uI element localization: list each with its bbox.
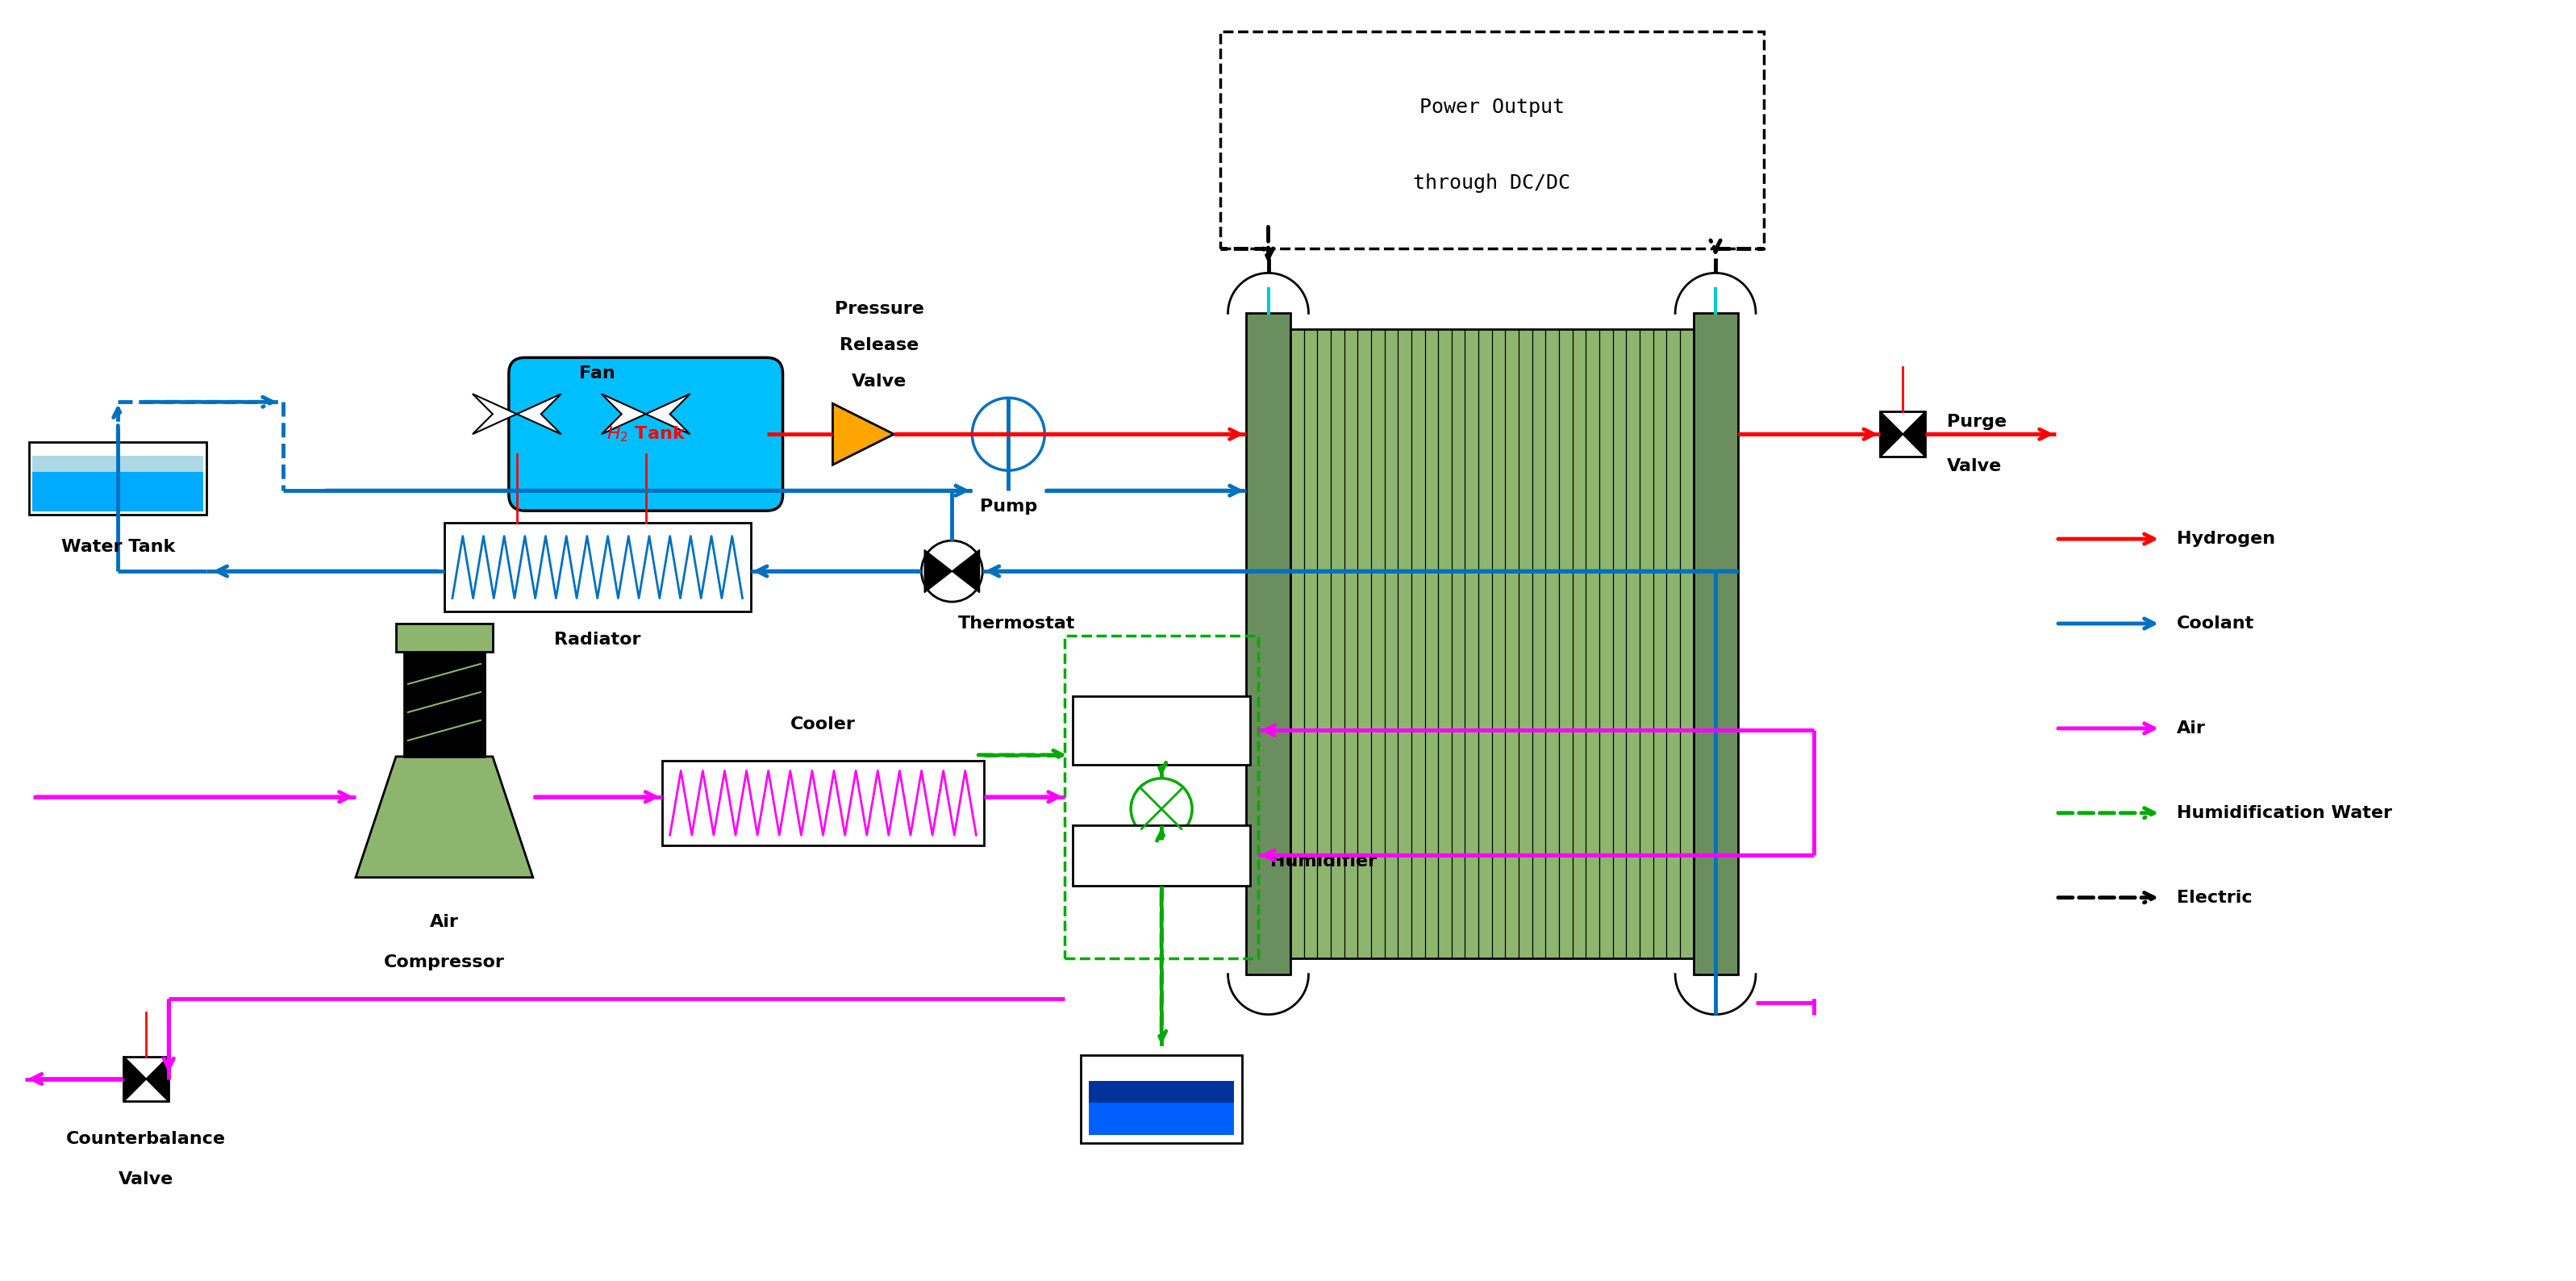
Text: Humidification Water: Humidification Water <box>2177 804 2393 821</box>
Text: Pump: Pump <box>979 498 1038 515</box>
Text: Thermostat: Thermostat <box>958 615 1074 632</box>
Bar <box>1221 31 1765 249</box>
Polygon shape <box>124 1057 147 1102</box>
Text: Valve: Valve <box>1947 459 2002 474</box>
Text: Coolant: Coolant <box>2177 615 2254 632</box>
Bar <box>1247 314 1291 974</box>
Bar <box>404 652 484 757</box>
Bar <box>124 1057 170 1102</box>
Text: Counterbalance: Counterbalance <box>67 1131 227 1148</box>
Polygon shape <box>147 1057 170 1102</box>
Bar <box>1880 411 1924 457</box>
Bar <box>397 624 492 652</box>
Polygon shape <box>147 1057 170 1102</box>
Bar <box>33 471 204 511</box>
Polygon shape <box>518 393 562 434</box>
Polygon shape <box>953 550 979 593</box>
Polygon shape <box>925 550 953 593</box>
Polygon shape <box>647 393 690 434</box>
Bar <box>1072 825 1249 885</box>
Text: Valve: Valve <box>118 1172 173 1187</box>
Bar <box>443 523 750 611</box>
Text: Air: Air <box>2177 720 2205 737</box>
Bar <box>28 442 206 515</box>
Polygon shape <box>355 757 533 877</box>
Text: Air: Air <box>430 913 459 930</box>
Text: Water Tank: Water Tank <box>62 539 175 555</box>
Circle shape <box>971 398 1046 470</box>
Circle shape <box>1131 779 1193 839</box>
Text: $H_2$ Tank: $H_2$ Tank <box>605 425 685 443</box>
Polygon shape <box>471 393 518 434</box>
Text: Compressor: Compressor <box>384 954 505 970</box>
FancyBboxPatch shape <box>510 357 783 511</box>
Text: Release: Release <box>840 337 920 354</box>
Bar <box>1072 696 1249 765</box>
Polygon shape <box>124 1057 147 1102</box>
Bar <box>33 455 204 471</box>
Polygon shape <box>1904 411 1924 457</box>
Text: through DC/DC: through DC/DC <box>1414 174 1571 193</box>
Polygon shape <box>600 393 647 434</box>
Text: Electric: Electric <box>2177 889 2251 906</box>
Bar <box>1082 1054 1242 1144</box>
Text: Power Output: Power Output <box>1419 97 1564 117</box>
Text: Pressure: Pressure <box>835 301 925 318</box>
Text: Cooler: Cooler <box>791 716 855 733</box>
Bar <box>1692 314 1739 974</box>
Polygon shape <box>1880 411 1904 457</box>
Polygon shape <box>832 404 894 465</box>
Polygon shape <box>1880 411 1904 457</box>
Text: Humidifier: Humidifier <box>1270 853 1376 870</box>
Circle shape <box>922 541 981 602</box>
Text: Purge: Purge <box>1947 414 2007 430</box>
Text: Fan: Fan <box>580 365 616 382</box>
Text: Valve: Valve <box>853 374 907 389</box>
Text: Radiator: Radiator <box>554 632 641 648</box>
Text: Hydrogen: Hydrogen <box>2177 530 2275 547</box>
Bar <box>1291 329 1692 958</box>
Bar <box>1090 1081 1234 1103</box>
Bar <box>662 761 984 845</box>
Bar <box>1090 1103 1234 1135</box>
Bar <box>1064 635 1257 958</box>
Polygon shape <box>1904 411 1924 457</box>
